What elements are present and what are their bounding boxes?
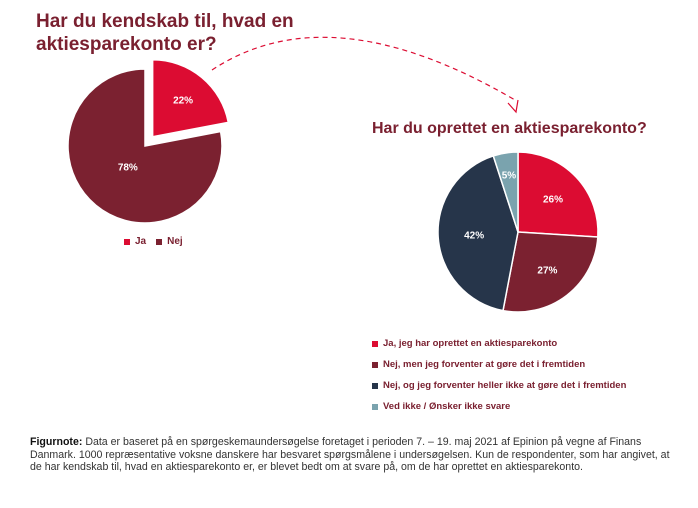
legend-label-forventer-ikke: Nej, og jeg forventer heller ikke at gør… bbox=[383, 380, 627, 391]
connector-arrow bbox=[211, 36, 516, 101]
pie-value-label-1: 27% bbox=[537, 265, 557, 276]
pie-slice-1 bbox=[67, 68, 223, 224]
legend-label-ved-ikke: Ved ikke / Ønsker ikke svare bbox=[383, 401, 511, 412]
pie-slice-0 bbox=[151, 59, 230, 138]
chart1-legend: Ja Nej bbox=[124, 236, 183, 247]
pie-slice-2 bbox=[437, 154, 519, 312]
pie-slice-3 bbox=[492, 151, 519, 233]
legend-label-nej: Nej bbox=[167, 236, 183, 247]
legend-label-oprettet: Ja, jeg har oprettet en aktiesparekonto bbox=[383, 338, 558, 349]
legend-swatch-nej bbox=[156, 238, 163, 245]
legend-swatch-oprettet bbox=[372, 340, 378, 347]
pie-chart-kendskab: 22% 78% bbox=[67, 59, 230, 224]
pie-value-label-1: 78% bbox=[118, 162, 138, 173]
figure-note: Figurnote: Data er baseret på en spørges… bbox=[30, 436, 670, 474]
figure-note-text: Data er baseret på en spørgeskemaundersø… bbox=[30, 436, 670, 473]
legend-item-ved-ikke: Ved ikke / Ønsker ikke svare bbox=[372, 396, 626, 417]
legend-item-forventer-ikke: Nej, og jeg forventer heller ikke at gør… bbox=[372, 375, 626, 396]
legend-swatch-forventer-ikke bbox=[372, 382, 378, 389]
legend-swatch-ved-ikke bbox=[372, 403, 378, 410]
pie-slice-0 bbox=[517, 151, 599, 238]
chart1-title: Har du kendskab til, hvad en aktiesparek… bbox=[36, 11, 294, 55]
legend-swatch-forventer bbox=[372, 361, 378, 368]
pie-value-label-0: 22% bbox=[173, 95, 193, 106]
figure-note-label: Figurnote: bbox=[30, 436, 83, 448]
legend-item-forventer: Nej, men jeg forventer at gøre det i fre… bbox=[372, 354, 626, 375]
legend-swatch-ja bbox=[124, 238, 130, 245]
pie-value-label-2: 42% bbox=[464, 230, 484, 241]
legend-item-nej: Nej bbox=[156, 236, 183, 247]
connector-arrowhead bbox=[507, 99, 519, 114]
chart2-legend: Ja, jeg har oprettet en aktiesparekonto … bbox=[372, 333, 626, 417]
pie-value-label-0: 26% bbox=[543, 195, 563, 206]
legend-label-ja: Ja bbox=[135, 236, 147, 247]
legend-item-oprettet: Ja, jeg har oprettet en aktiesparekonto bbox=[372, 333, 626, 354]
legend-label-forventer: Nej, men jeg forventer at gøre det i fre… bbox=[383, 359, 586, 370]
legend-item-ja: Ja bbox=[124, 236, 146, 247]
pie-value-label-3: 5% bbox=[502, 171, 517, 182]
pie-slice-1 bbox=[502, 231, 599, 313]
pie-chart-oprettet: 26% 27% 42% 5% bbox=[437, 151, 599, 313]
chart2-title: Har du oprettet en aktiesparekonto? bbox=[372, 120, 647, 137]
